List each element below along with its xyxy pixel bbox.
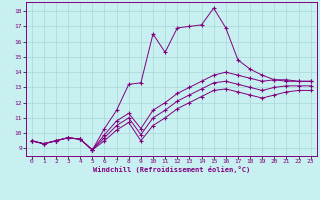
X-axis label: Windchill (Refroidissement éolien,°C): Windchill (Refroidissement éolien,°C) <box>92 166 250 173</box>
